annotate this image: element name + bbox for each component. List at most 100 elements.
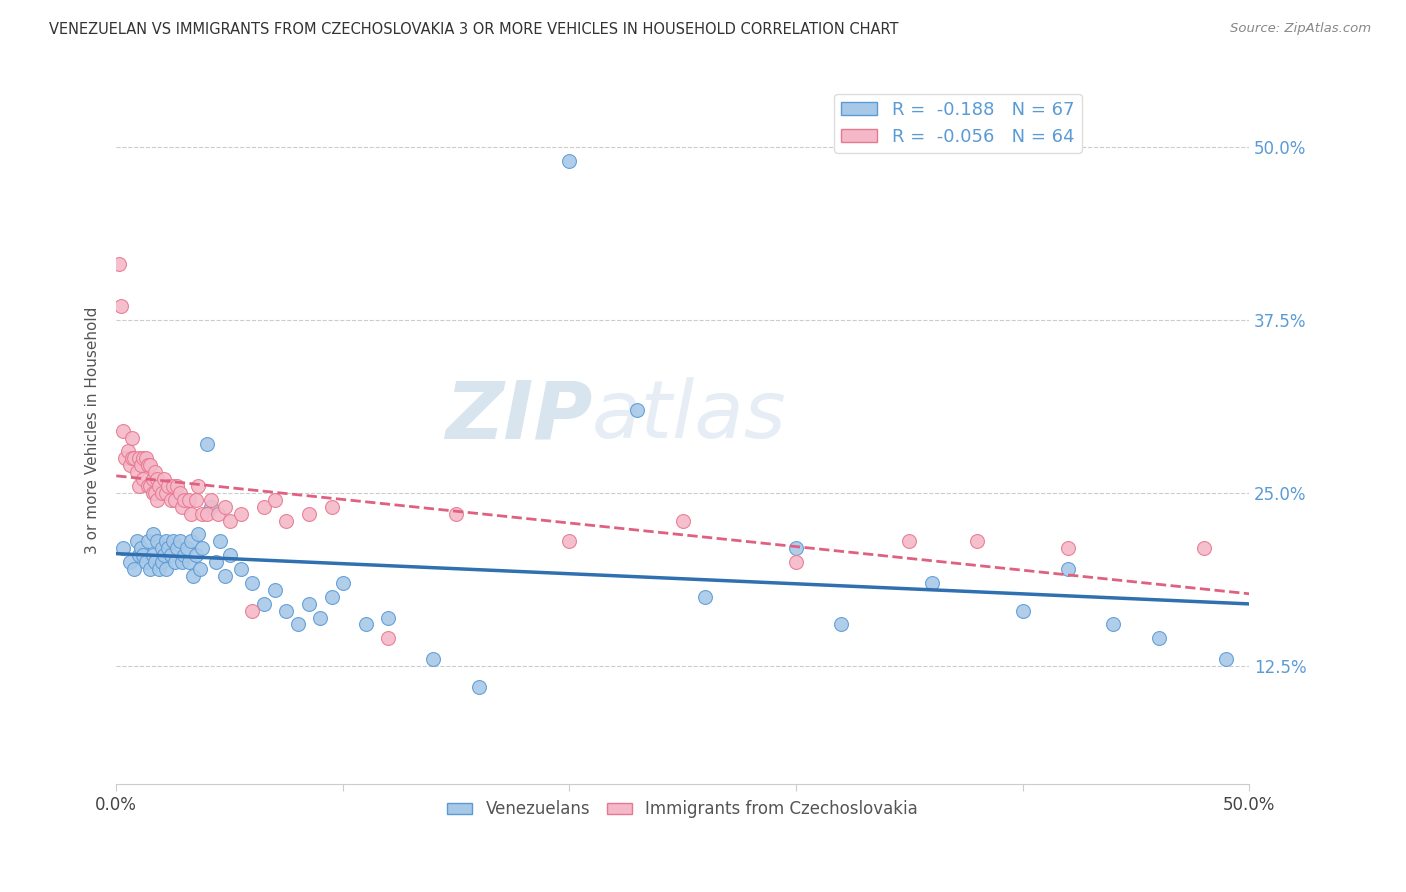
- Point: [276, 514, 298, 528]
- Point: [264, 582, 287, 597]
- Point: [180, 507, 202, 521]
- Point: [146, 472, 169, 486]
- Point: [118, 555, 141, 569]
- Text: ZIP: ZIP: [444, 377, 592, 456]
- Point: [121, 430, 143, 444]
- Point: [200, 500, 222, 514]
- Point: [146, 534, 169, 549]
- Point: [129, 458, 152, 473]
- Point: [165, 492, 187, 507]
- Point: [229, 507, 252, 521]
- Point: [184, 492, 207, 507]
- Point: [184, 548, 207, 562]
- Legend: Venezuelans, Immigrants from Czechoslovakia: Venezuelans, Immigrants from Czechoslova…: [440, 794, 925, 825]
- Point: [209, 534, 232, 549]
- Point: [139, 562, 162, 576]
- Point: [170, 555, 193, 569]
- Point: [276, 604, 298, 618]
- Point: [112, 424, 135, 438]
- Point: [191, 507, 214, 521]
- Point: [205, 555, 228, 569]
- Text: VENEZUELAN VS IMMIGRANTS FROM CZECHOSLOVAKIA 3 OR MORE VEHICLES IN HOUSEHOLD COR: VENEZUELAN VS IMMIGRANTS FROM CZECHOSLOV…: [49, 22, 898, 37]
- Point: [166, 541, 188, 556]
- Point: [150, 486, 173, 500]
- Point: [136, 534, 159, 549]
- Point: [181, 569, 204, 583]
- Point: [218, 548, 240, 562]
- Point: [332, 576, 354, 591]
- Point: [165, 555, 187, 569]
- Point: [128, 548, 150, 562]
- Point: [135, 555, 157, 569]
- Point: [162, 534, 184, 549]
- Point: [139, 458, 162, 473]
- Point: [830, 617, 852, 632]
- Point: [139, 479, 162, 493]
- Point: [672, 514, 695, 528]
- Point: [240, 604, 263, 618]
- Point: [124, 451, 146, 466]
- Point: [136, 479, 159, 493]
- Point: [141, 527, 163, 541]
- Point: [309, 610, 332, 624]
- Point: [626, 402, 648, 417]
- Y-axis label: 3 or more Vehicles in Household: 3 or more Vehicles in Household: [86, 307, 100, 554]
- Point: [214, 569, 236, 583]
- Point: [921, 576, 943, 591]
- Point: [173, 492, 195, 507]
- Point: [132, 472, 155, 486]
- Point: [298, 597, 321, 611]
- Point: [180, 534, 202, 549]
- Point: [143, 555, 166, 569]
- Point: [187, 527, 209, 541]
- Point: [252, 597, 274, 611]
- Point: [444, 507, 467, 521]
- Point: [141, 472, 163, 486]
- Point: [159, 548, 181, 562]
- Point: [136, 458, 159, 473]
- Point: [132, 548, 155, 562]
- Point: [252, 500, 274, 514]
- Point: [121, 451, 143, 466]
- Point: [176, 541, 198, 556]
- Point: [157, 541, 180, 556]
- Point: [128, 479, 150, 493]
- Point: [191, 541, 214, 556]
- Point: [162, 479, 184, 493]
- Point: [1147, 632, 1170, 646]
- Point: [170, 500, 193, 514]
- Point: [124, 562, 146, 576]
- Point: [1011, 604, 1033, 618]
- Point: [321, 500, 343, 514]
- Point: [298, 507, 321, 521]
- Point: [187, 479, 209, 493]
- Point: [214, 500, 236, 514]
- Point: [966, 534, 988, 549]
- Point: [169, 534, 191, 549]
- Point: [143, 465, 166, 479]
- Point: [377, 632, 399, 646]
- Point: [377, 610, 399, 624]
- Point: [153, 548, 176, 562]
- Point: [117, 444, 139, 458]
- Point: [240, 576, 263, 591]
- Point: [1102, 617, 1125, 632]
- Point: [141, 548, 163, 562]
- Point: [110, 299, 132, 313]
- Point: [898, 534, 921, 549]
- Point: [155, 534, 177, 549]
- Point: [132, 451, 155, 466]
- Point: [112, 541, 135, 556]
- Point: [695, 590, 717, 604]
- Point: [195, 507, 218, 521]
- Point: [155, 562, 177, 576]
- Point: [107, 257, 129, 271]
- Point: [558, 153, 581, 168]
- Point: [135, 451, 157, 466]
- Point: [468, 680, 491, 694]
- Point: [173, 548, 195, 562]
- Point: [153, 472, 176, 486]
- Point: [1192, 541, 1215, 556]
- Point: [785, 541, 807, 556]
- Point: [150, 555, 173, 569]
